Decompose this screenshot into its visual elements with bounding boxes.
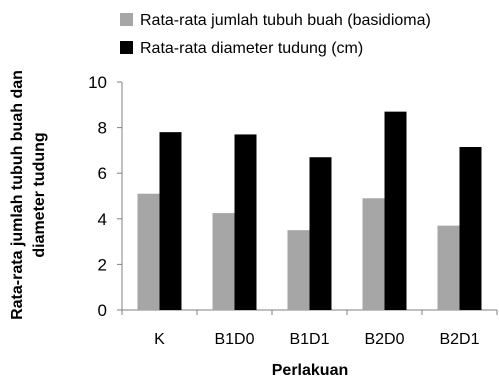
x-tick-label: B1D1: [289, 331, 329, 348]
bar: [384, 111, 407, 310]
bar: [437, 225, 460, 310]
legend: Rata-rata jumlah tubuh buah (basidioma) R…: [120, 12, 431, 57]
legend-swatch: [120, 41, 133, 54]
axes: 0 2 4 6 8 10: [88, 73, 498, 320]
y-axis-title-line: Rata-rata jumlah tubuh buah dan: [9, 70, 26, 320]
y-tick-label: 4: [98, 210, 107, 229]
legend-label: Rata-rata diameter tudung (cm): [140, 40, 363, 57]
x-axis-title: Perlakuan: [272, 362, 348, 379]
legend-label: Rata-rata jumlah tubuh buah (basidioma): [140, 12, 431, 29]
bar: [287, 230, 310, 310]
bar: [234, 134, 257, 310]
bar: [159, 132, 182, 310]
y-tick-label: 0: [98, 301, 107, 320]
bars: [137, 111, 482, 310]
legend-swatch: [120, 13, 133, 26]
y-tick-label: 2: [98, 255, 107, 274]
x-tick-label: B1D0: [214, 331, 254, 348]
bar: [362, 198, 385, 310]
y-tick-label: 8: [98, 119, 107, 138]
x-tick-label: B2D0: [364, 331, 404, 348]
bar: [137, 193, 160, 310]
bar: [212, 213, 235, 310]
y-axis-title: Rata-rata jumlah tubuh buah dan diameter …: [9, 70, 48, 320]
y-axis-title-line: diameter tudung: [31, 132, 48, 257]
y-tick-label: 6: [98, 164, 107, 183]
x-tick-label: B2D1: [439, 331, 479, 348]
bar: [309, 157, 332, 310]
x-tick-label: K: [154, 331, 165, 348]
bar: [459, 146, 482, 310]
x-tick-labels: K B1D0 B1D1 B2D0 B2D1: [154, 331, 479, 348]
y-tick-label: 10: [88, 73, 107, 92]
